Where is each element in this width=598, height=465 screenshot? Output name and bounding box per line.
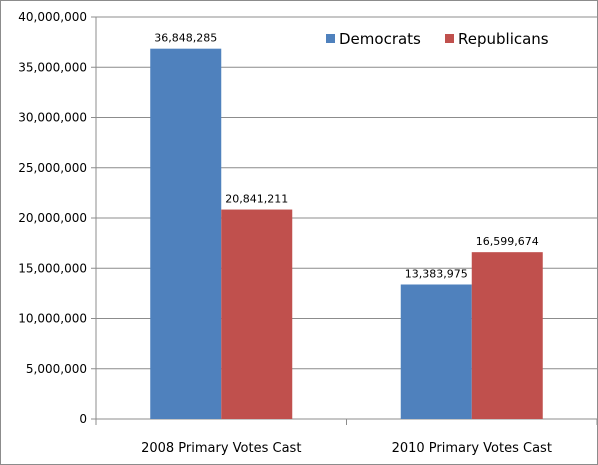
y-tick-label: 5,000,000 [26, 362, 87, 376]
y-tick-label: 10,000,000 [18, 312, 87, 326]
category-label: 2008 Primary Votes Cast [141, 441, 301, 456]
legend-swatch [326, 34, 335, 43]
data-label: 36,848,285 [154, 32, 217, 45]
bar-republicans [471, 252, 543, 419]
bar-republicans [221, 209, 293, 419]
y-tick-label: 25,000,000 [18, 161, 87, 175]
data-label: 16,599,674 [476, 235, 539, 248]
category-label: 2010 Primary Votes Cast [392, 441, 552, 456]
data-label: 20,841,211 [225, 193, 288, 206]
y-tick-label: 0 [79, 412, 87, 426]
y-tick-label: 35,000,000 [18, 60, 87, 74]
y-tick-label: 40,000,000 [18, 10, 87, 24]
y-tick-label: 30,000,000 [18, 111, 87, 125]
y-tick-label: 15,000,000 [18, 261, 87, 275]
bar-democrats [400, 284, 472, 419]
legend-label: Republicans [458, 30, 549, 48]
bar-democrats [150, 48, 222, 419]
legend-swatch [445, 34, 454, 43]
y-tick-label: 20,000,000 [18, 211, 87, 225]
legend-label: Democrats [339, 30, 421, 48]
data-label: 13,383,975 [405, 267, 468, 280]
